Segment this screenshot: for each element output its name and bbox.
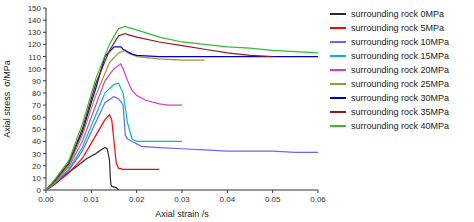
y-tick xyxy=(43,129,46,130)
legend-swatch xyxy=(330,111,346,113)
x-tick xyxy=(227,190,228,193)
y-tick-label: 120 xyxy=(28,40,42,49)
y-tick-label: 80 xyxy=(32,89,41,98)
plot-area xyxy=(46,26,318,190)
series-line xyxy=(46,148,119,190)
y-tick xyxy=(43,80,46,81)
series-line xyxy=(46,115,159,190)
y-tick xyxy=(43,190,46,191)
y-tick xyxy=(43,165,46,166)
legend-label: surrounding rock 25MPa xyxy=(351,79,449,89)
x-tick-label: 0.02 xyxy=(129,195,145,204)
legend-label: surrounding rock 15MPa xyxy=(351,51,449,61)
x-tick-label: 0.04 xyxy=(220,195,236,204)
x-tick-label: 0.03 xyxy=(174,195,190,204)
x-tick-label: 0.01 xyxy=(84,195,100,204)
y-tick-label: 70 xyxy=(32,101,41,110)
legend-label: surrounding rock 20MPa xyxy=(351,65,449,75)
series-line xyxy=(46,50,205,190)
legend-swatch xyxy=(330,55,346,57)
legend-label: surrounding rock 5MPa xyxy=(351,23,444,33)
x-tick xyxy=(318,190,319,193)
legend: surrounding rock 0MPa surrounding rock 5M… xyxy=(330,9,449,131)
y-tick-label: 40 xyxy=(32,137,41,146)
x-tick-label: 0.06 xyxy=(310,195,326,204)
y-tick-label: 100 xyxy=(28,65,42,74)
y-tick-label: 0 xyxy=(37,186,42,195)
series-line xyxy=(46,26,318,190)
y-tick-label: 90 xyxy=(32,77,41,86)
y-tick-label: 20 xyxy=(32,162,41,171)
y-tick xyxy=(43,177,46,178)
series-line xyxy=(46,83,182,190)
x-tick xyxy=(91,190,92,193)
legend-swatch xyxy=(330,69,346,71)
y-tick xyxy=(43,68,46,69)
legend-label: surrounding rock 40MPa xyxy=(351,121,449,131)
y-tick xyxy=(43,153,46,154)
y-tick-label: 140 xyxy=(28,16,42,25)
x-tick xyxy=(272,190,273,193)
x-tick xyxy=(136,190,137,193)
legend-swatch xyxy=(330,27,346,29)
y-tick-label: 50 xyxy=(32,125,41,134)
chart: 0.00 0.01 0.02 0.03 0.04 0.05 0.06 0 10 20 30 40 50 6… xyxy=(0,0,474,222)
legend-label: surrounding rock 30MPa xyxy=(351,93,449,103)
series-line xyxy=(46,64,182,190)
y-tick-label: 30 xyxy=(32,150,41,159)
y-tick-label: 110 xyxy=(28,53,41,62)
x-tick-label: 0.05 xyxy=(265,195,281,204)
x-axis-label: Axial strain /s xyxy=(155,209,209,219)
legend-label: surrounding rock 35MPa xyxy=(351,107,449,117)
legend-swatch xyxy=(330,41,346,43)
y-tick-label: 150 xyxy=(28,4,42,13)
legend-swatch xyxy=(330,83,346,85)
legend-swatch xyxy=(330,125,346,127)
y-axis-line xyxy=(46,8,47,190)
axes: 0.00 0.01 0.02 0.03 0.04 0.05 0.06 0 10 20 30 40 50 6… xyxy=(28,4,327,204)
y-tick xyxy=(43,117,46,118)
legend-swatch xyxy=(330,97,346,99)
y-tick xyxy=(43,32,46,33)
legend-label: surrounding rock 0MPa xyxy=(351,9,444,19)
y-tick xyxy=(43,56,46,57)
y-tick xyxy=(43,20,46,21)
y-tick-label: 10 xyxy=(32,174,41,183)
y-tick xyxy=(43,105,46,106)
legend-label: surrounding rock 10MPa xyxy=(351,37,449,47)
y-tick xyxy=(43,8,46,9)
series-line xyxy=(46,47,318,190)
y-tick xyxy=(43,92,46,93)
y-tick xyxy=(43,141,46,142)
legend-swatch xyxy=(330,13,346,15)
y-tick-label: 130 xyxy=(28,28,42,37)
y-axis-label: Axial stress σ/MPa xyxy=(2,60,12,138)
y-tick-label: 60 xyxy=(32,113,41,122)
x-tick xyxy=(182,190,183,193)
x-tick-label: 0.00 xyxy=(38,195,54,204)
y-tick xyxy=(43,44,46,45)
series-line xyxy=(46,33,273,190)
